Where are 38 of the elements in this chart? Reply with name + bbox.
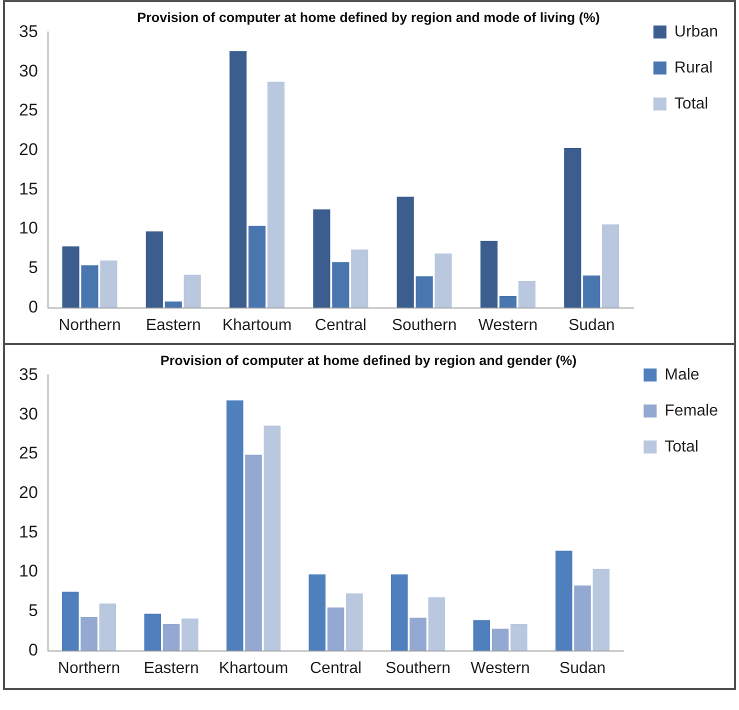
x-tick-label: Khartoum (222, 316, 292, 334)
x-tick-label: Sudan (568, 316, 615, 334)
x-tick-label: Eastern (146, 316, 201, 334)
y-tick-label: 10 (18, 562, 38, 581)
legend-label: Rural (674, 59, 713, 76)
y-tick-label: 20 (18, 140, 38, 159)
legend-label: Urban (674, 23, 718, 40)
y-tick-label: 0 (28, 640, 38, 660)
chart-title: Provision of computer at home defined by region and gender (%) (160, 352, 577, 368)
x-tick-label: Southern (386, 660, 450, 677)
y-tick-label: 10 (18, 218, 38, 238)
legend-label: Male (664, 366, 700, 384)
x-tick-label: Northern (58, 316, 121, 334)
x-tick-label: Central (310, 660, 362, 677)
x-tick-label: Western (478, 316, 538, 334)
legend-label: Total (674, 95, 708, 112)
y-tick-label: 25 (18, 444, 38, 463)
legend-label: Total (664, 438, 698, 456)
y-tick-label: 0 (28, 297, 38, 316)
x-tick-label: Northern (58, 660, 120, 677)
legend-label: Female (664, 402, 718, 420)
y-tick-label: 25 (18, 100, 38, 120)
chart-title: Provision of computer at home defined by region and mode of living (%) (137, 10, 600, 25)
y-tick-label: 5 (28, 258, 38, 278)
y-tick-label: 30 (18, 61, 38, 80)
x-tick-label: Southern (392, 316, 457, 334)
y-tick-label: 5 (28, 601, 38, 620)
y-tick-label: 35 (18, 22, 38, 41)
x-tick-label: Central (314, 316, 366, 334)
x-tick-label: Khartoum (218, 660, 288, 677)
x-tick-label: Western (470, 660, 530, 677)
y-tick-label: 35 (18, 364, 38, 384)
y-tick-label: 20 (18, 483, 38, 502)
x-tick-label: Sudan (559, 660, 606, 677)
x-tick-label: Eastern (144, 660, 199, 677)
y-tick-label: 15 (18, 522, 38, 542)
y-tick-label: 30 (18, 404, 38, 424)
y-tick-label: 15 (18, 179, 38, 198)
